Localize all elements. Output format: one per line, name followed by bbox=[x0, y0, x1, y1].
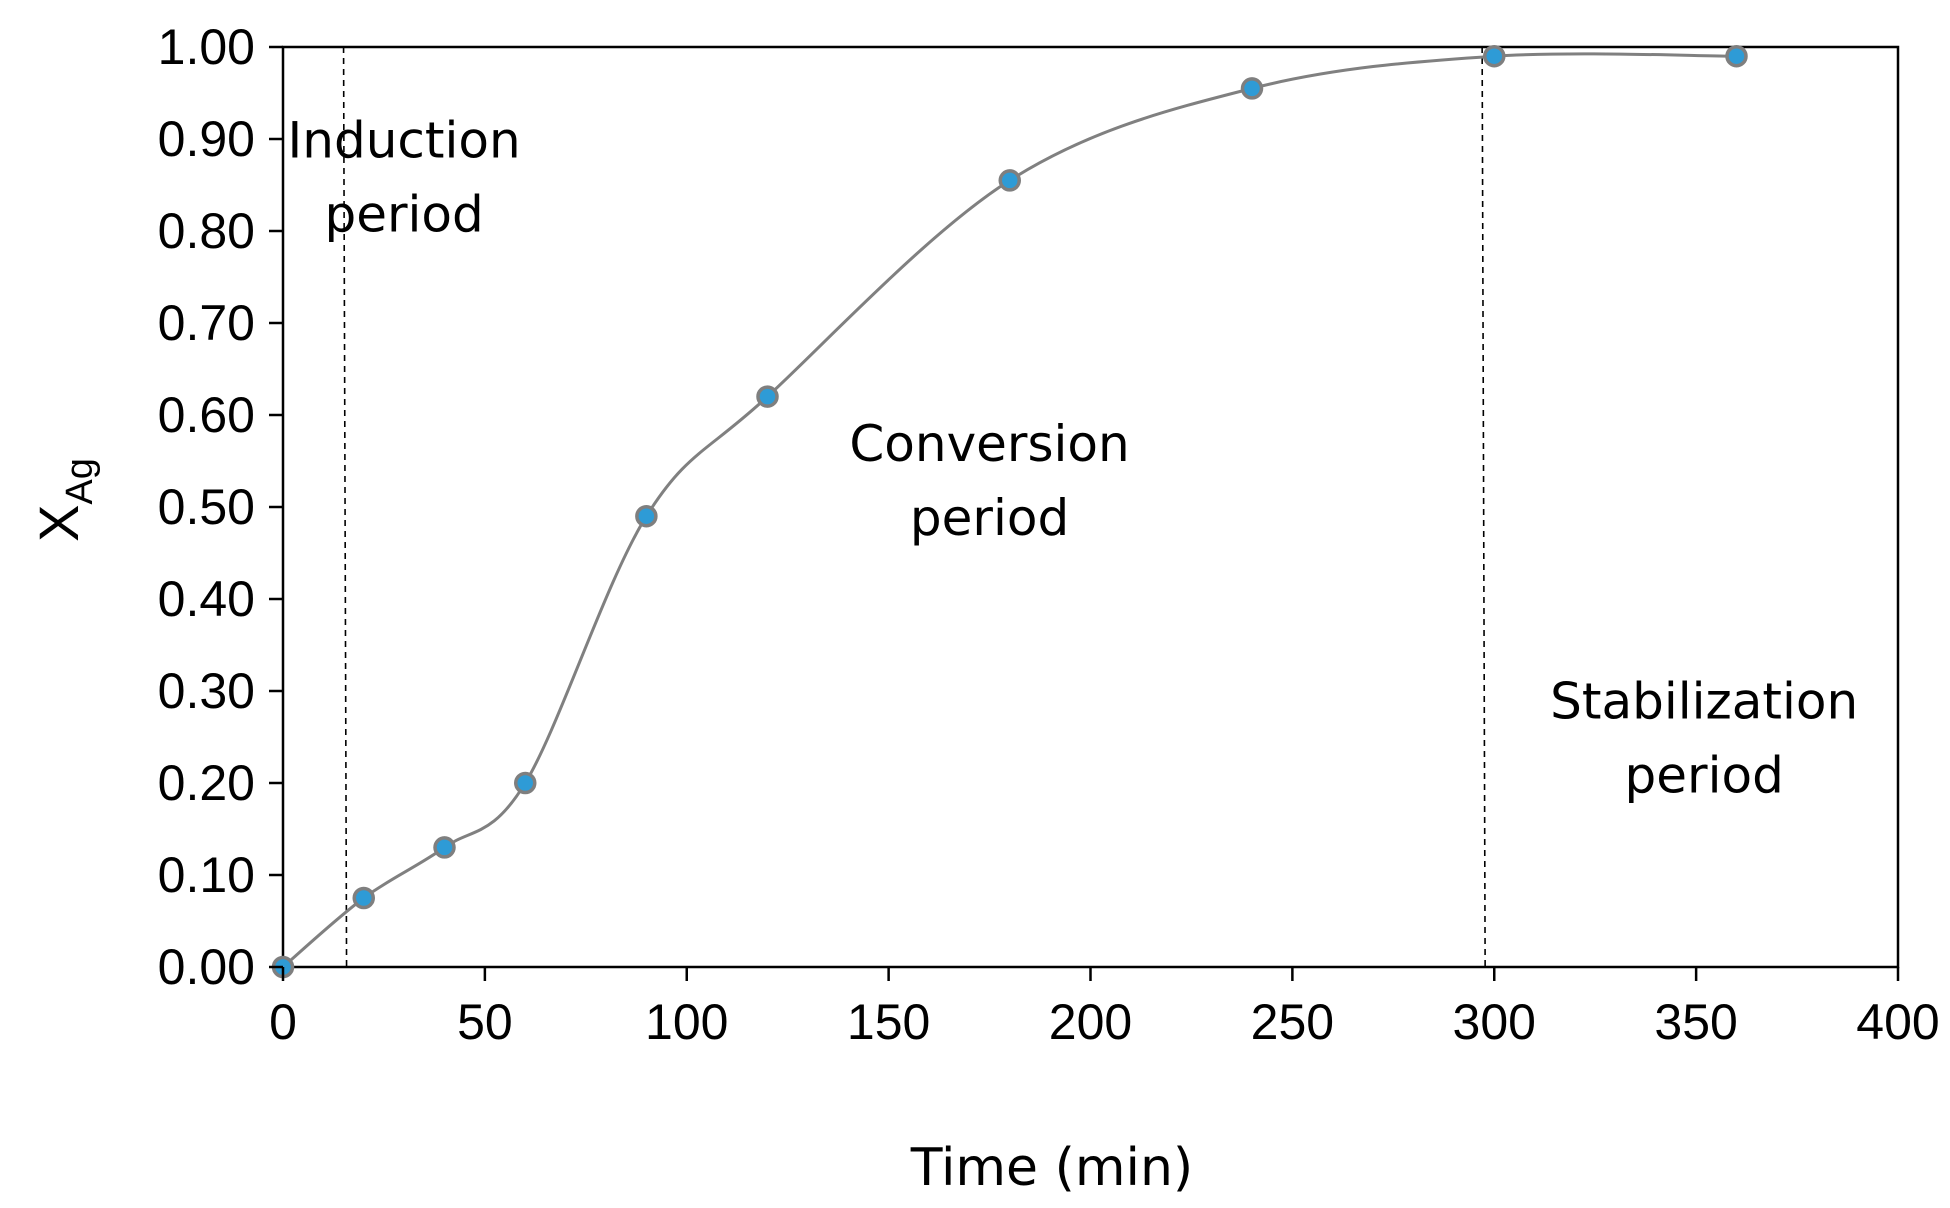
svg-text:XAg: XAg bbox=[27, 458, 101, 542]
annotation-line: Induction bbox=[288, 111, 521, 169]
y-tick-label: 0.30 bbox=[158, 663, 255, 719]
data-point bbox=[756, 385, 779, 408]
data-point bbox=[514, 771, 537, 795]
annotation-line: period bbox=[324, 185, 483, 243]
y-tick-label: 0.90 bbox=[158, 111, 255, 167]
y-tick-label: 0.50 bbox=[158, 479, 255, 535]
induction-period-label: Induction period bbox=[288, 111, 521, 243]
annotation-line: period bbox=[910, 489, 1069, 547]
data-point bbox=[1725, 44, 1748, 68]
x-axis-title: Time (min) bbox=[910, 1138, 1193, 1198]
data-point bbox=[433, 836, 456, 859]
x-tick-label: 250 bbox=[1251, 994, 1334, 1050]
annotation-line: Stabilization bbox=[1550, 673, 1858, 731]
x-tick-label: 200 bbox=[1049, 994, 1132, 1050]
y-tick-label: 0.80 bbox=[158, 203, 255, 259]
x-tick-label: 350 bbox=[1654, 994, 1737, 1050]
x-tick-label: 100 bbox=[645, 994, 728, 1050]
annotation-line: Conversion bbox=[849, 415, 1129, 473]
y-tick-label: 0.70 bbox=[158, 295, 255, 351]
x-tick-label: 300 bbox=[1453, 994, 1536, 1050]
data-point bbox=[1483, 44, 1506, 68]
y-axis-title-main: X bbox=[27, 505, 90, 542]
x-tick-label: 50 bbox=[457, 994, 513, 1050]
y-tick-label: 1.00 bbox=[158, 19, 255, 75]
y-tick-label: 0.40 bbox=[158, 571, 255, 627]
y-tick-label: 0.60 bbox=[158, 387, 255, 443]
x-tick-label: 150 bbox=[847, 994, 930, 1050]
data-point bbox=[998, 169, 1021, 192]
data-point bbox=[1240, 77, 1264, 100]
x-tick-label: 400 bbox=[1856, 994, 1939, 1050]
annotation-line: period bbox=[1625, 747, 1784, 805]
y-tick-label: 0.00 bbox=[158, 939, 255, 995]
x-tick-label: 0 bbox=[269, 994, 297, 1050]
conversion-period-label: Conversion period bbox=[849, 415, 1129, 547]
plot-area bbox=[281, 45, 1900, 969]
data-point bbox=[635, 504, 658, 528]
y-tick-label: 0.20 bbox=[158, 755, 255, 811]
stabilization-period-label: Stabilization period bbox=[1550, 673, 1858, 805]
data-point bbox=[352, 886, 375, 910]
y-tick-label: 0.10 bbox=[158, 847, 255, 903]
y-axis-title-sub: Ag bbox=[59, 458, 101, 504]
y-axis-title: XAg bbox=[27, 458, 101, 542]
